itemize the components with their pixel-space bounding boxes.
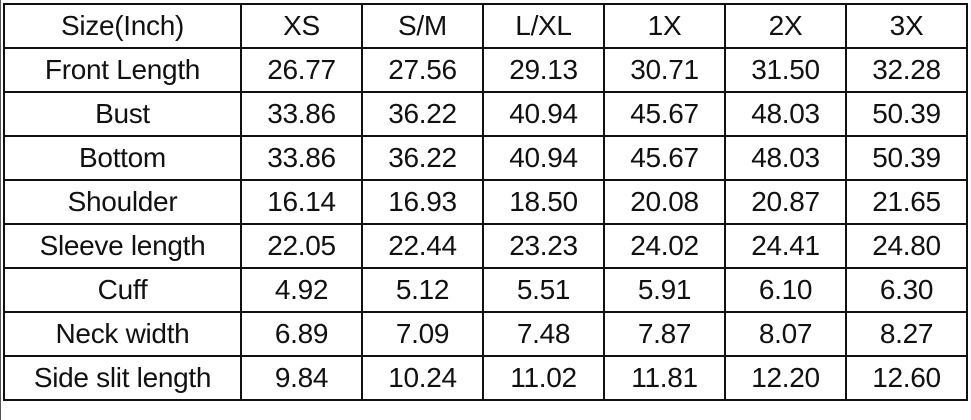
value-cell: 48.03	[724, 135, 847, 181]
table-row: Shoulder 16.14 16.93 18.50 20.08 20.87 21.65	[3, 179, 968, 225]
value-cell: 32.28	[845, 47, 968, 93]
table-row: Side slit length 9.84 10.24 11.02 11.81 12.20…	[3, 355, 968, 401]
value-cell: 12.60	[845, 355, 968, 401]
value-cell: XS	[240, 3, 363, 49]
value-cell: 2X	[724, 3, 847, 49]
value-cell: S/M	[361, 3, 484, 49]
value-cell: 7.48	[482, 311, 605, 357]
table-row: Bottom 33.86 36.22 40.94 45.67 48.03 50.39	[3, 135, 968, 181]
value-cell: 5.91	[603, 267, 726, 313]
value-cell: 5.12	[361, 267, 484, 313]
row-label-cell: Bust	[3, 91, 242, 137]
value-cell: L/XL	[482, 3, 605, 49]
value-cell: 23.23	[482, 223, 605, 269]
value-cell: 5.51	[482, 267, 605, 313]
value-cell: 22.05	[240, 223, 363, 269]
value-cell: 8.27	[845, 311, 968, 357]
value-cell: 8.07	[724, 311, 847, 357]
value-cell: 30.71	[603, 47, 726, 93]
table-row: Cuff 4.92 5.12 5.51 5.91 6.10 6.30	[3, 267, 968, 313]
value-cell: 36.22	[361, 91, 484, 137]
value-cell: 6.10	[724, 267, 847, 313]
value-cell: 9.84	[240, 355, 363, 401]
value-cell: 24.80	[845, 223, 968, 269]
table-row: Front Length 26.77 27.56 29.13 30.71 31.50 32.…	[3, 47, 968, 93]
value-cell: 6.30	[845, 267, 968, 313]
value-cell: 40.94	[482, 91, 605, 137]
size-chart-table: Size(Inch) XS S/M L/XL 1X 2X 3X Front Length 26.…	[3, 3, 968, 401]
value-cell: 12.20	[724, 355, 847, 401]
row-label-cell: Sleeve length	[3, 223, 242, 269]
row-label-cell: Cuff	[3, 267, 242, 313]
value-cell: 16.14	[240, 179, 363, 225]
value-cell: 4.92	[240, 267, 363, 313]
value-cell: 7.87	[603, 311, 726, 357]
value-cell: 50.39	[845, 91, 968, 137]
row-label-cell: Front Length	[3, 47, 242, 93]
value-cell: 48.03	[724, 91, 847, 137]
row-label-cell: Size(Inch)	[3, 3, 242, 49]
value-cell: 24.41	[724, 223, 847, 269]
row-label-cell: Neck width	[3, 311, 242, 357]
row-label-cell: Shoulder	[3, 179, 242, 225]
value-cell: 20.08	[603, 179, 726, 225]
value-cell: 40.94	[482, 135, 605, 181]
value-cell: 11.81	[603, 355, 726, 401]
value-cell: 45.67	[603, 91, 726, 137]
value-cell: 50.39	[845, 135, 968, 181]
header-row: Size(Inch) XS S/M L/XL 1X 2X 3X	[3, 3, 968, 49]
value-cell: 29.13	[482, 47, 605, 93]
table-row: Bust 33.86 36.22 40.94 45.67 48.03 50.39	[3, 91, 968, 137]
value-cell: 33.86	[240, 135, 363, 181]
value-cell: 20.87	[724, 179, 847, 225]
row-label-cell: Side slit length	[3, 355, 242, 401]
value-cell: 24.02	[603, 223, 726, 269]
value-cell: 1X	[603, 3, 726, 49]
value-cell: 26.77	[240, 47, 363, 93]
value-cell: 22.44	[361, 223, 484, 269]
value-cell: 3X	[845, 3, 968, 49]
value-cell: 31.50	[724, 47, 847, 93]
value-cell: 6.89	[240, 311, 363, 357]
table-row: Sleeve length 22.05 22.44 23.23 24.02 24.41 24…	[3, 223, 968, 269]
value-cell: 33.86	[240, 91, 363, 137]
value-cell: 36.22	[361, 135, 484, 181]
value-cell: 45.67	[603, 135, 726, 181]
value-cell: 18.50	[482, 179, 605, 225]
value-cell: 16.93	[361, 179, 484, 225]
value-cell: 11.02	[482, 355, 605, 401]
row-label-cell: Bottom	[3, 135, 242, 181]
left-edge-line	[0, 0, 1, 420]
table-row: Neck width 6.89 7.09 7.48 7.87 8.07 8.27	[3, 311, 968, 357]
value-cell: 27.56	[361, 47, 484, 93]
value-cell: 7.09	[361, 311, 484, 357]
value-cell: 10.24	[361, 355, 484, 401]
value-cell: 21.65	[845, 179, 968, 225]
